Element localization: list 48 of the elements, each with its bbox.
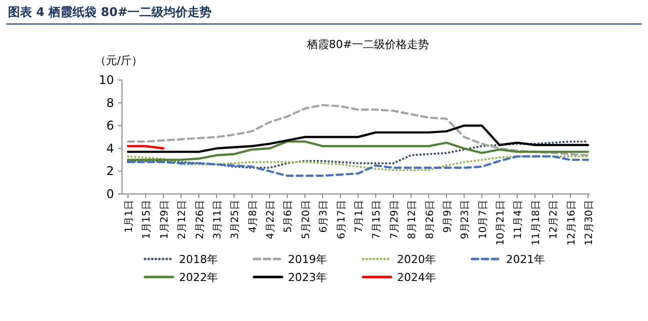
x-tick-label: 9月9日 (442, 200, 454, 233)
x-tick-label: 3月11日 (212, 200, 224, 240)
x-tick-label: 9月23日 (460, 200, 472, 240)
legend-label: 2023年 (288, 271, 327, 284)
x-tick-label: 6月17日 (336, 200, 348, 240)
legend-label: 2022年 (179, 271, 218, 284)
x-tick-label: 1月1日 (124, 200, 135, 233)
legend-label: 2021年 (506, 253, 545, 266)
x-tick-label: 7月29日 (389, 200, 400, 240)
line-series (126, 155, 590, 177)
line-series (126, 140, 590, 161)
line-series (126, 104, 590, 156)
y-tick-label: 10 (98, 73, 114, 87)
y-tick-label: 8 (106, 96, 114, 110)
y-tick-label: 0 (106, 187, 114, 201)
x-tick-label: 1月15日 (142, 200, 153, 240)
x-tick-label: 10月21日 (496, 200, 507, 246)
x-tick-label: 6月3日 (318, 200, 330, 233)
y-axis-title: （元/斤） (95, 54, 143, 67)
legend-label: 2024年 (397, 271, 436, 284)
x-tick-label: 12月16日 (566, 200, 578, 246)
x-tick-label: 10月7日 (478, 200, 489, 240)
x-tick-label: 11月4日 (513, 200, 524, 240)
x-tick-label: 5月6日 (283, 200, 294, 233)
chart-title: 图表 4 栖霞纸袋 80#一二级均价走势 (8, 5, 212, 19)
x-tick-label: 3月25日 (230, 200, 242, 240)
x-tick-label: 12月2日 (548, 200, 560, 240)
x-tick-label: 2月26日 (194, 200, 206, 240)
x-tick-label: 2月12日 (177, 200, 188, 240)
x-tick-label: 7月1日 (354, 200, 365, 233)
legend-label: 2018年 (179, 253, 218, 266)
legend-label: 2019年 (288, 253, 327, 266)
x-tick-label: 1月29日 (159, 200, 170, 240)
x-tick-label: 7月15日 (372, 200, 383, 240)
x-tick-label: 8月12日 (407, 200, 418, 240)
x-tick-label: 12月30日 (584, 200, 595, 246)
x-tick-label: 11月18日 (530, 200, 542, 246)
x-tick-label: 4月8日 (248, 200, 259, 233)
legend-label: 2020年 (397, 253, 436, 266)
y-tick-label: 4 (106, 141, 114, 156)
x-tick-label: 4月22日 (266, 200, 277, 240)
line-series (126, 155, 590, 172)
chart-subtitle: 栖霞80#一二级价格走势 (306, 38, 430, 51)
y-tick-label: 2 (106, 164, 114, 178)
y-tick-label: 6 (106, 118, 114, 133)
x-tick-label: 5月20日 (300, 200, 312, 240)
x-tick-label: 8月26日 (424, 200, 436, 240)
line-series (126, 124, 590, 153)
